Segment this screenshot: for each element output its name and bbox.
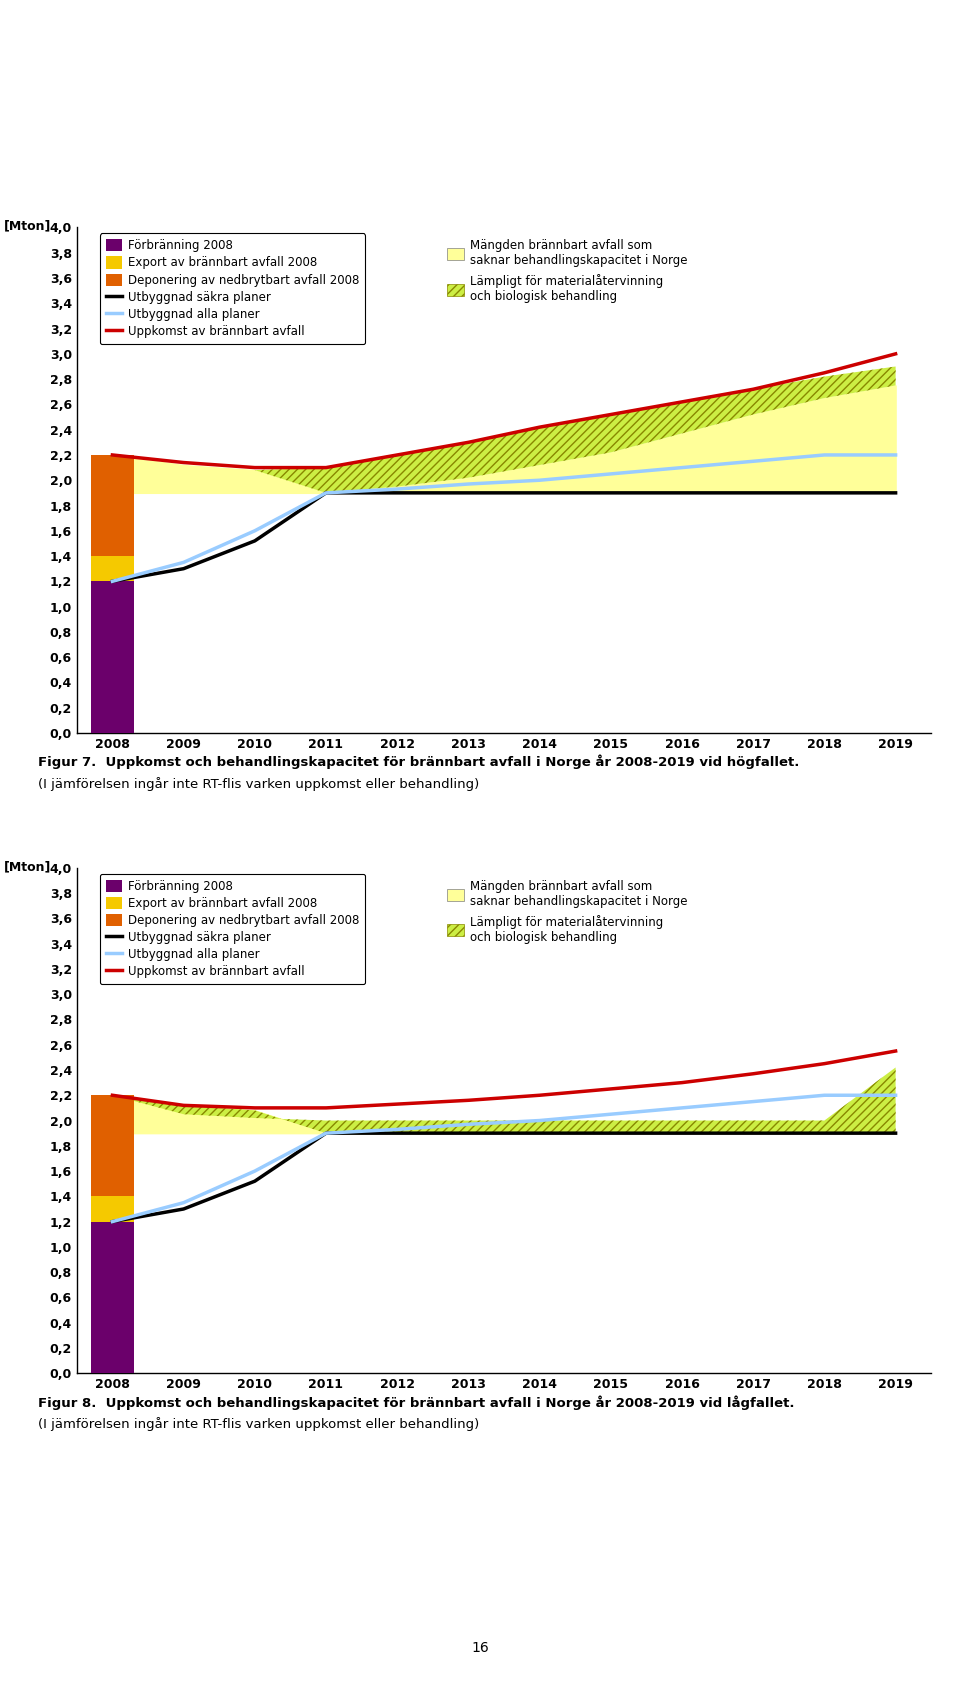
Text: Figur 7.  Uppkomst och behandlingskapacitet för brännbart avfall i Norge år 2008: Figur 7. Uppkomst och behandlingskapacit… [38,755,800,770]
Legend: Mängden brännbart avfall som
saknar behandlingskapacitet i Norge, Lämpligt för m: Mängden brännbart avfall som saknar beha… [442,875,693,950]
Bar [91,556,133,581]
Text: Figur 8.  Uppkomst och behandlingskapacitet för brännbart avfall i Norge år 2008: Figur 8. Uppkomst och behandlingskapacit… [38,1395,795,1410]
Text: (I jämförelsen ingår inte RT-flis varken uppkomst eller behandling): (I jämförelsen ingår inte RT-flis varken… [38,1417,480,1431]
Bar [91,455,133,556]
Bar [91,1222,133,1373]
Bar [91,1196,133,1222]
Bar [91,581,133,733]
Text: 16: 16 [471,1641,489,1655]
Y-axis label: [Mton]: [Mton] [4,861,51,873]
Legend: Mängden brännbart avfall som
saknar behandlingskapacitet i Norge, Lämpligt för m: Mängden brännbart avfall som saknar beha… [442,234,693,310]
Bar [91,1095,133,1196]
Y-axis label: [Mton]: [Mton] [4,221,51,233]
Text: (I jämförelsen ingår inte RT-flis varken uppkomst eller behandling): (I jämförelsen ingår inte RT-flis varken… [38,777,480,790]
